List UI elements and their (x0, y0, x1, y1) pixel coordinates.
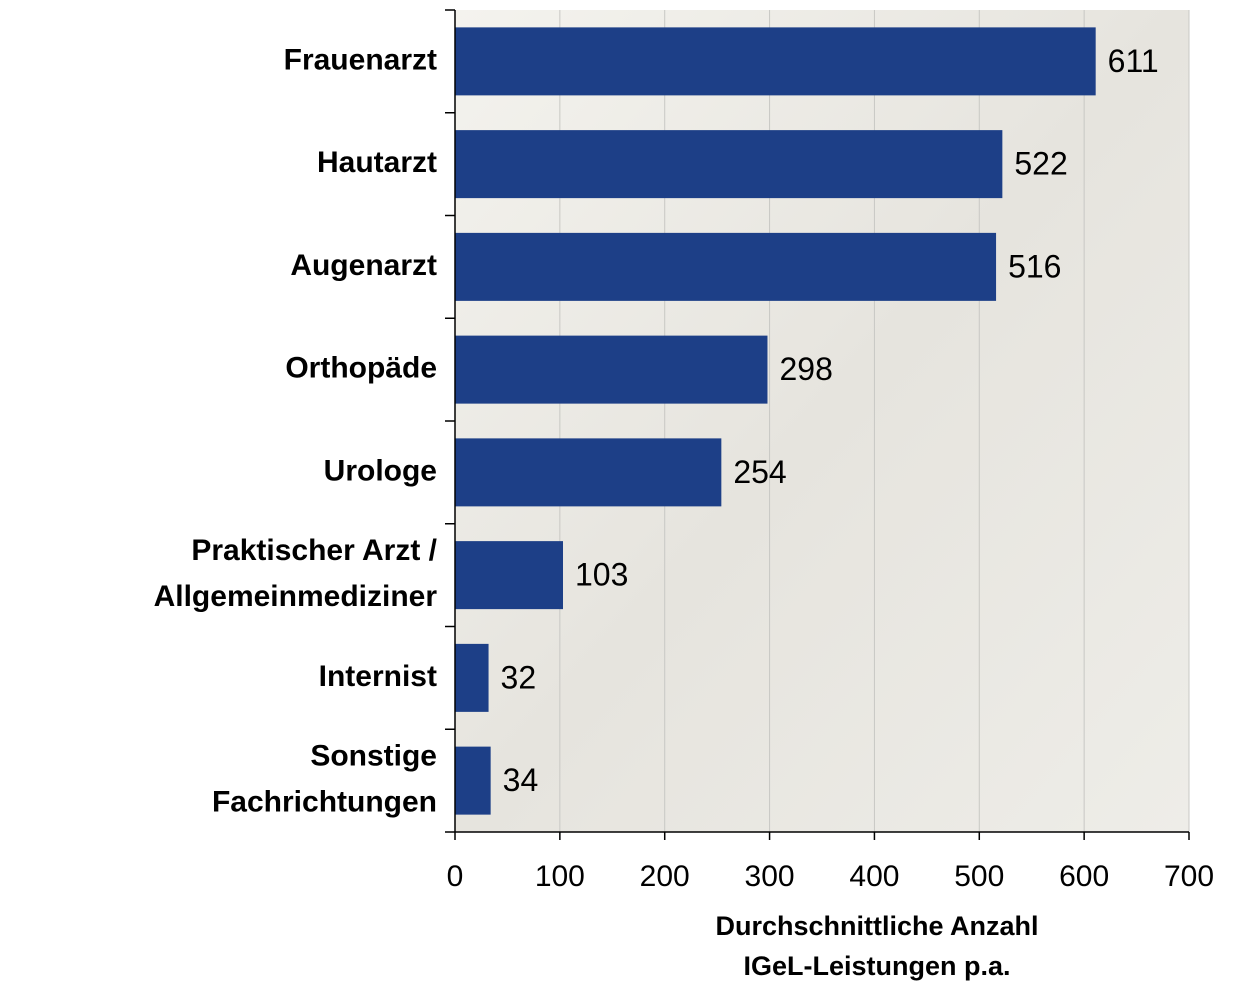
x-tick-label: 400 (849, 860, 899, 893)
category-label-line: Fachrichtungen (212, 786, 437, 819)
bar (455, 336, 767, 404)
bar (455, 130, 1002, 198)
x-tick-label: 600 (1059, 860, 1109, 893)
x-tick-label: 100 (535, 860, 585, 893)
value-label: 298 (779, 351, 832, 387)
category-label-line: Frauenarzt (284, 43, 437, 76)
category-label-line: Orthopäde (285, 352, 437, 385)
category-label: Internist (319, 660, 437, 693)
bar (455, 644, 489, 712)
x-tick-label: 500 (954, 860, 1004, 893)
category-label-line: Praktischer Arzt / (191, 534, 437, 567)
category-label: Sonstige Fachrichtungen (212, 740, 437, 819)
category-label: Hautarzt (317, 146, 437, 179)
x-tick-label: 700 (1164, 860, 1214, 893)
value-label: 522 (1014, 146, 1067, 182)
value-label: 103 (575, 557, 628, 593)
category-label: Urologe (324, 454, 437, 487)
category-label: Praktischer Arzt / Allgemeinmediziner (154, 534, 438, 613)
value-label: 254 (733, 454, 786, 490)
category-label-line: Augenarzt (290, 249, 437, 282)
bar (455, 541, 563, 609)
value-label: 611 (1108, 43, 1159, 79)
category-label: Orthopäde (285, 352, 437, 385)
category-label-line: Urologe (324, 454, 437, 487)
value-label: 516 (1008, 248, 1061, 284)
category-label: Frauenarzt (284, 43, 437, 76)
chart: 0 100 200 300 400 500 600 700 Frauenarzt 611 Hauta… (0, 0, 1245, 985)
bar (455, 747, 491, 815)
bar (455, 27, 1096, 95)
x-axis-title: IGeL-Leistungen p.a. (743, 951, 1010, 981)
category-label: Augenarzt (290, 249, 437, 282)
bar (455, 233, 996, 301)
x-axis-title: Durchschnittliche Anzahl (715, 911, 1038, 941)
value-label: 32 (501, 659, 537, 695)
value-label: 34 (503, 762, 539, 798)
category-label-line: Hautarzt (317, 146, 437, 179)
x-tick-label: 200 (640, 860, 690, 893)
x-tick-label: 0 (447, 860, 464, 893)
category-label-line: Sonstige (310, 740, 437, 773)
category-label-line: Allgemeinmediziner (154, 580, 438, 613)
category-label-line: Internist (319, 660, 437, 693)
x-tick-label: 300 (745, 860, 795, 893)
bar (455, 438, 721, 506)
